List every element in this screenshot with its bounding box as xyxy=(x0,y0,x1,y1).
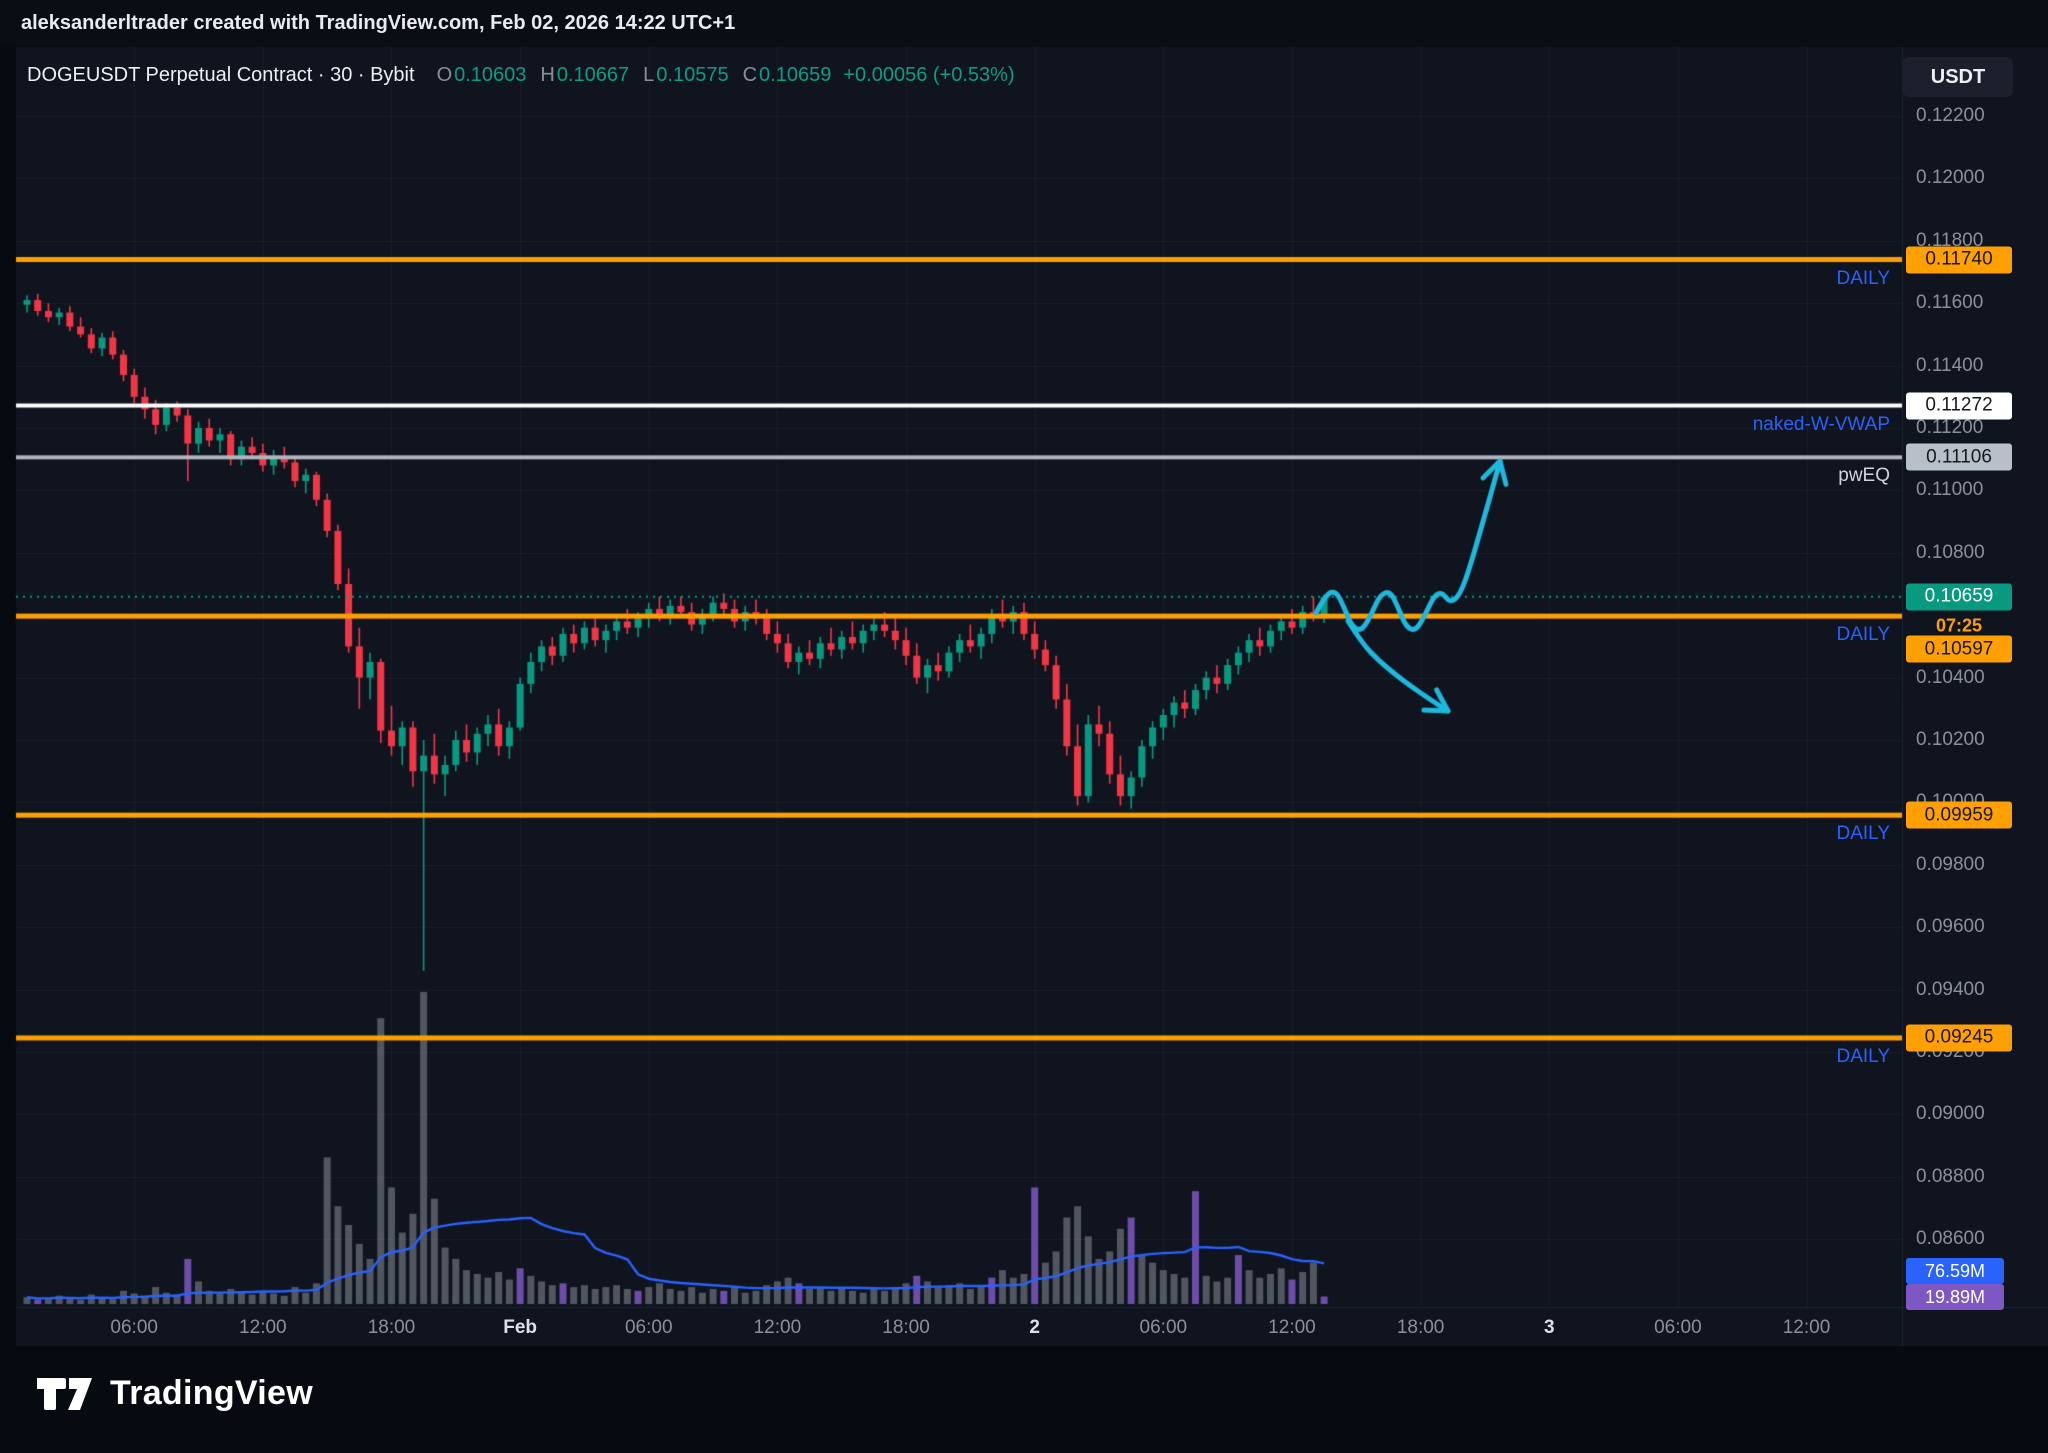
level-label-pwEQ: pwEQ xyxy=(1838,465,1890,487)
price-tick-0.11200: 0.11200 xyxy=(1916,417,1984,438)
tradingview-logo[interactable]: TradingView xyxy=(36,1374,313,1413)
level-label-DAILY: DAILY xyxy=(1836,1045,1890,1067)
price-tick-0.09000: 0.09000 xyxy=(1916,1103,1985,1125)
price-badge-0.09959: 0.09959 xyxy=(1906,801,2012,829)
time-label-06:00: 06:00 xyxy=(624,1317,673,1338)
price-badge-0.11272: 0.11272 xyxy=(1906,392,2012,420)
bar-close-countdown: 07:25 xyxy=(1935,615,1983,636)
low-label: L xyxy=(643,64,655,86)
level-label-DAILY: DAILY xyxy=(1836,267,1890,289)
price-tick-0.11800: 0.11800 xyxy=(1916,229,1984,251)
time-label-18:00: 18:00 xyxy=(367,1317,416,1338)
price-tick-0.11400: 0.11400 xyxy=(1916,354,1984,376)
time-label-Feb: Feb xyxy=(503,1317,537,1338)
time-label-12:00: 12:00 xyxy=(239,1317,287,1338)
symbol-title[interactable]: DOGEUSDT Perpetual Contract · 30 · Bybit xyxy=(27,64,415,86)
price-tick-0.11600: 0.11600 xyxy=(1916,292,1984,314)
attribution-bar: aleksanderltrader created with TradingVi… xyxy=(0,0,2048,47)
price-tick-0.09600: 0.09600 xyxy=(1916,916,1985,938)
time-label-12:00: 12:00 xyxy=(753,1317,802,1338)
time-label-2: 2 xyxy=(1029,1317,1040,1338)
price-chart-canvas[interactable] xyxy=(0,47,2048,1346)
price-badge-0.09245: 0.09245 xyxy=(1906,1024,2012,1052)
high-value: 0.10667 xyxy=(556,64,630,86)
time-label-12:00: 12:00 xyxy=(1268,1317,1316,1338)
change-value: +0.00056 (+0.53%) xyxy=(843,64,1015,86)
open-label: O xyxy=(436,64,453,86)
time-label-06:00: 06:00 xyxy=(1139,1317,1188,1338)
time-label-3: 3 xyxy=(1543,1317,1555,1338)
tradingview-logo-text: TradingView xyxy=(110,1374,313,1412)
level-label-DAILY: DAILY xyxy=(1836,624,1890,646)
price-tick-0.11000: 0.11000 xyxy=(1916,479,1984,501)
price-tick-0.08800: 0.08800 xyxy=(1916,1165,1985,1187)
price-tick-0.10800: 0.10800 xyxy=(1916,541,1985,563)
price-badge-0.11106: 0.11106 xyxy=(1906,443,2012,471)
close-label: C xyxy=(742,64,758,86)
time-label-12:00: 12:00 xyxy=(1782,1317,1831,1338)
price-tick-0.12200: 0.12200 xyxy=(1916,105,1985,126)
open-value: 0.10603 xyxy=(454,64,527,86)
price-tick-0.09400: 0.09400 xyxy=(1916,978,1985,1000)
currency-toggle-usdt[interactable]: USDT xyxy=(1903,57,2013,97)
volume-ma-badge: 76.59M xyxy=(1906,1258,2004,1284)
level-label-DAILY: DAILY xyxy=(1836,823,1890,845)
price-tick-0.10400: 0.10400 xyxy=(1916,666,1985,688)
time-label-06:00: 06:00 xyxy=(1654,1317,1702,1338)
time-label-06:00: 06:00 xyxy=(110,1317,158,1338)
attribution-text: aleksanderltrader created with TradingVi… xyxy=(21,12,736,34)
high-label: H xyxy=(540,64,555,86)
price-badge-0.10597: 0.10597 xyxy=(1906,635,2012,663)
close-value: 0.10659 xyxy=(759,64,832,86)
price-tick-0.08600: 0.08600 xyxy=(1916,1228,1985,1250)
time-label-18:00: 18:00 xyxy=(882,1317,930,1338)
symbol-info-bar: DOGEUSDT Perpetual Contract · 30 · Bybit… xyxy=(27,64,1015,87)
price-tick-0.09800: 0.09800 xyxy=(1916,853,1985,875)
time-label-18:00: 18:00 xyxy=(1396,1317,1445,1338)
price-tick-0.12000: 0.12000 xyxy=(1916,167,1985,189)
low-value: 0.10575 xyxy=(656,64,729,86)
price-badge-0.11740: 0.11740 xyxy=(1906,246,2012,274)
level-label-naked-W-VWAP: naked-W-VWAP xyxy=(1752,413,1890,435)
price-tick-0.10200: 0.10200 xyxy=(1916,729,1985,750)
price-badge-0.10659: 0.10659 xyxy=(1906,583,2012,611)
volume-last-badge: 19.89M xyxy=(1906,1284,2004,1310)
tradingview-logo-mark xyxy=(37,1377,92,1410)
